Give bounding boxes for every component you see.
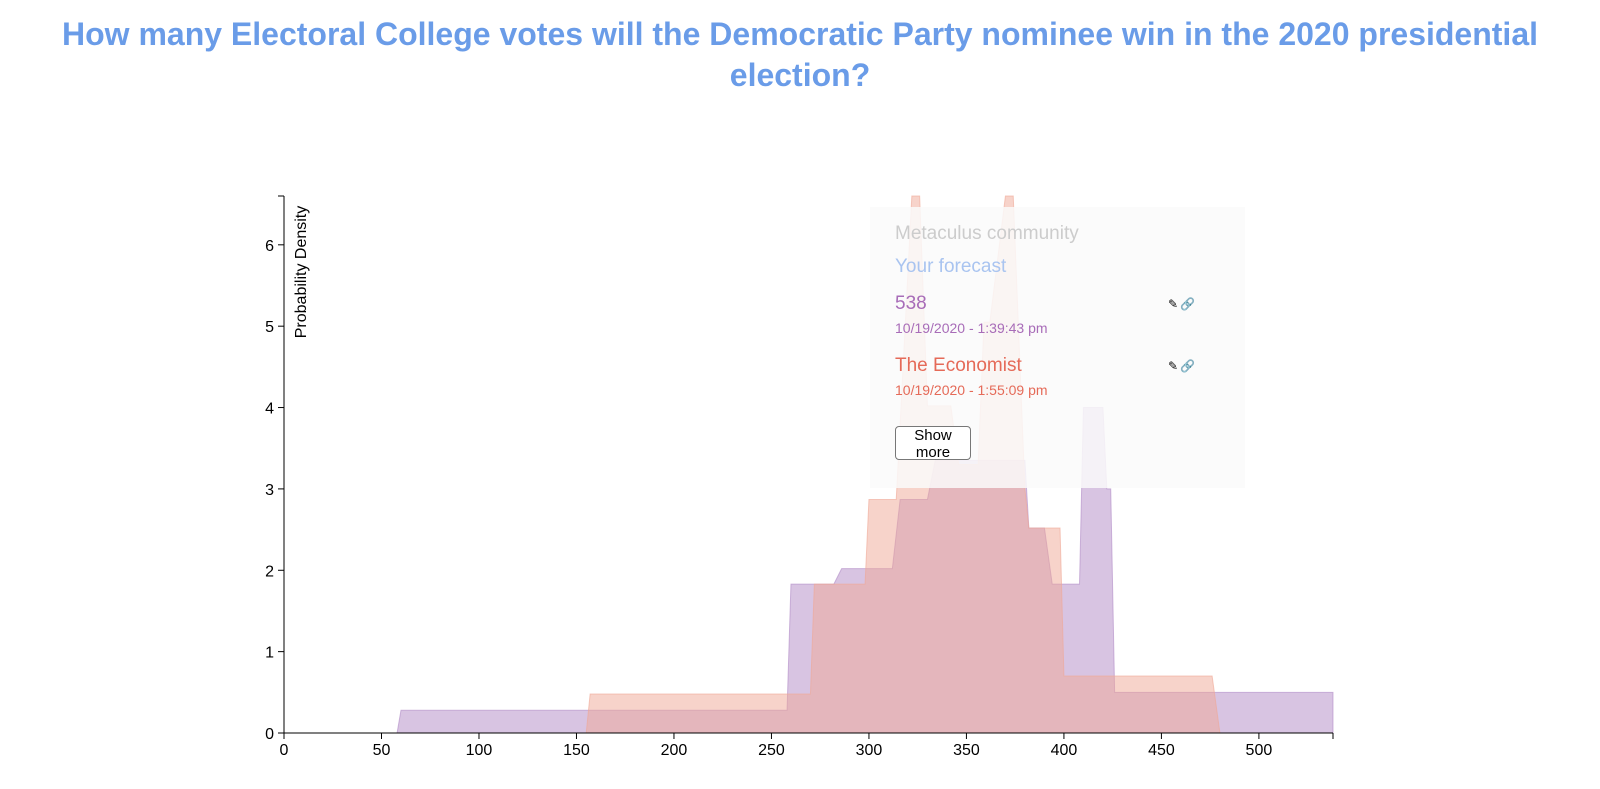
forecast-legend: Metaculus community Your forecast 538 ✎🔗… bbox=[870, 207, 1245, 488]
legend-entry-538-name[interactable]: 538 bbox=[895, 293, 927, 314]
x-tick-label: 50 bbox=[373, 742, 391, 759]
x-tick-label: 0 bbox=[280, 742, 289, 759]
legend-community-label[interactable]: Metaculus community bbox=[895, 223, 1079, 244]
legend-your-forecast-label[interactable]: Your forecast bbox=[895, 256, 1007, 277]
x-tick-label: 300 bbox=[856, 742, 883, 759]
series-area-538 bbox=[284, 407, 1334, 734]
pencil-icon[interactable]: ✎ bbox=[1168, 297, 1181, 311]
x-tick-label: 350 bbox=[953, 742, 980, 759]
axis-layer: Probability Density 0 1 2 3 4 5 6 0 50 100 150 200 2… bbox=[265, 195, 1334, 759]
y-tick-label: 1 bbox=[265, 645, 274, 662]
y-tick-label: 3 bbox=[265, 482, 274, 499]
x-tick-label: 200 bbox=[661, 742, 688, 759]
y-tick-label: 0 bbox=[265, 726, 274, 743]
legend-entry-economist-name[interactable]: The Economist bbox=[895, 355, 1022, 376]
link-icon[interactable]: 🔗 bbox=[1180, 297, 1198, 311]
x-tick-label: 400 bbox=[1051, 742, 1078, 759]
y-tick-label: 6 bbox=[265, 238, 274, 255]
show-more-button[interactable]: Show more bbox=[895, 426, 971, 461]
pencil-icon[interactable]: ✎ bbox=[1168, 359, 1181, 373]
x-tick-label: 500 bbox=[1246, 742, 1273, 759]
y-tick-label: 5 bbox=[265, 319, 274, 336]
y-tick-label: 2 bbox=[265, 563, 274, 580]
y-axis-label: Probability Density bbox=[293, 206, 310, 339]
x-tick-label: 150 bbox=[563, 742, 590, 759]
link-icon[interactable]: 🔗 bbox=[1180, 359, 1198, 373]
x-tick-label: 100 bbox=[466, 742, 493, 759]
x-tick-label: 450 bbox=[1148, 742, 1175, 759]
legend-entry-538-timestamp: 10/19/2020 - 1:39:43 pm bbox=[895, 320, 1048, 336]
legend-entry-economist-timestamp: 10/19/2020 - 1:55:09 pm bbox=[895, 382, 1048, 398]
x-tick-label: 250 bbox=[758, 742, 785, 759]
page-title: How many Electoral College votes will th… bbox=[62, 16, 1538, 93]
y-tick-label: 4 bbox=[265, 401, 274, 418]
